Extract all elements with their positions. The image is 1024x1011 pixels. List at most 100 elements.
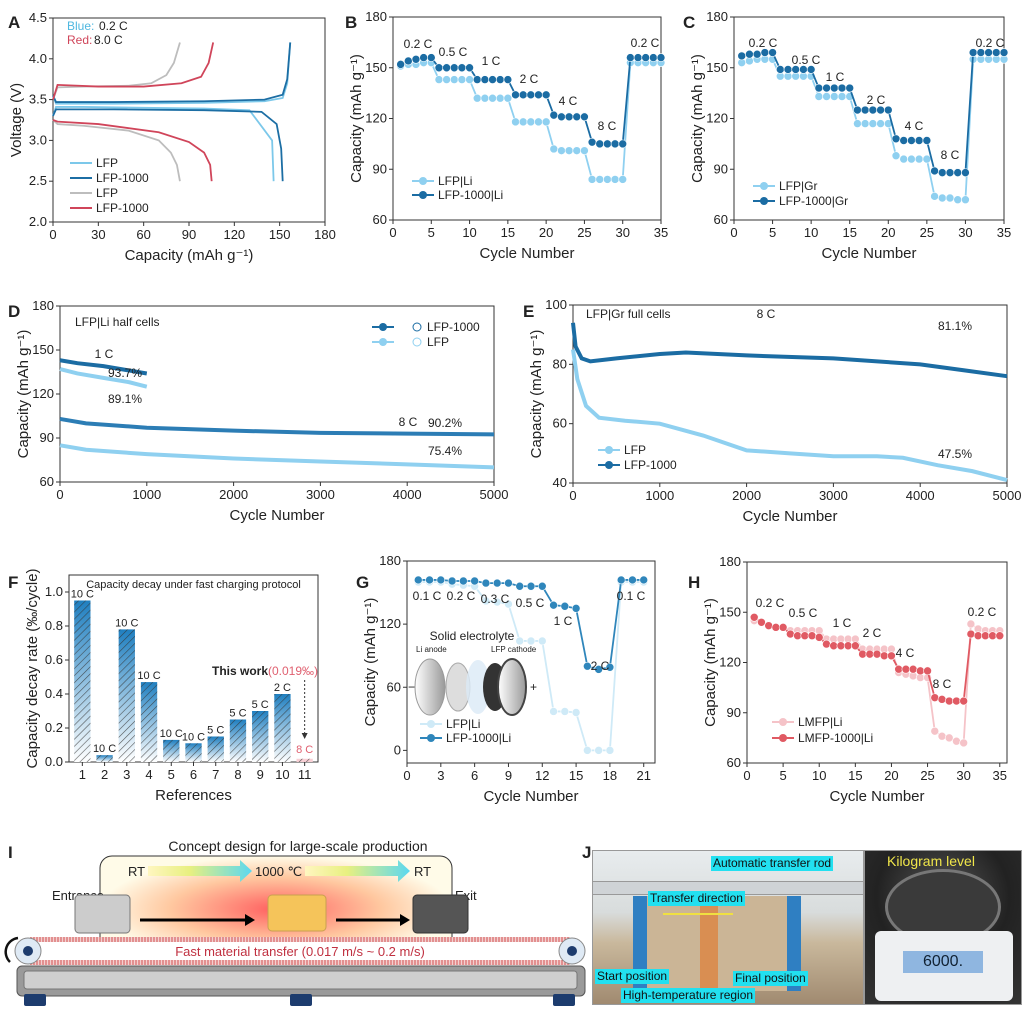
chart-A: A 0 30 60 90 120 150 180 2.0 2.5 3.0 3.5 4.0 4.5 Capac… [8,10,336,264]
annotation: LFP|Gr full cells [586,307,670,321]
cooling-arrow [305,860,410,882]
x-tick-label: 2000 [732,488,761,503]
inset-cathode-label: LFP cathode [491,645,537,654]
inset-plus: + [530,680,537,694]
data-point [822,639,831,649]
y-tick-label: 4.0 [29,51,47,66]
y-tick-label: 60 [40,474,54,489]
data-point [853,105,862,115]
data-point [937,193,947,203]
y-tick-label: 120 [719,655,741,670]
series-line [52,106,275,182]
bar-hatch [296,758,313,762]
annotation: 0.1 C [413,589,442,603]
move-arrow-head [245,914,255,926]
data-point [937,731,947,741]
x-axis-label: Cycle Number [483,788,578,805]
panel-label: B [345,13,357,32]
x-tick-label: 20 [539,225,553,240]
data-point [449,75,459,84]
data-point [656,53,666,62]
y-tick-label: 4.5 [29,10,47,25]
y-tick-label: 180 [379,553,401,568]
data-point [595,175,605,184]
x-tick-label: 0 [730,225,737,240]
data-point [822,92,831,101]
data-point [459,576,468,586]
chart-C: C 0 5 10 15 20 25 30 35 60 90 120 150 180 Cycle Number… [683,9,1011,262]
y-axis-label: Capacity (mAh g⁻¹) [15,330,32,459]
annotation: 0.1 C [617,589,646,603]
data-point [481,578,491,588]
x-tick-label: 4000 [906,488,935,503]
x-axis-label: Cycle Number [821,245,916,262]
data-point [495,75,505,84]
y-axis-label: Capacity (mAh g⁻¹) [348,54,365,183]
data-point [807,631,817,641]
data-point [966,619,976,629]
data-point [580,112,589,122]
data-point [814,92,824,101]
bar-label: 10 C [71,589,94,601]
data-point [988,631,997,641]
data-point [959,738,968,748]
data-point [465,75,474,84]
data-point [952,736,961,746]
x-tick-label: 15 [501,225,515,240]
scale-photo: 6000. Kilogram level [864,850,1022,1005]
x-tick-label: 35 [654,225,668,240]
data-point [937,168,947,177]
y-tick-label: 40 [553,475,567,490]
data-point [425,575,434,585]
final-position-label: Final position [733,971,808,986]
data-point [492,597,502,607]
x-tick-label: 0 [743,768,750,783]
data-point [764,621,773,630]
legend-marker-open [412,337,422,347]
x-tick-label: 3000 [819,488,848,503]
data-point [944,696,954,706]
data-point [518,117,528,127]
annotation: 1 C [482,54,501,68]
x-tick-label: 20 [881,225,895,240]
x-tick-label: 30 [958,225,972,240]
conveyor-foot [553,994,575,1006]
concept-diagram: I Concept design for large-scale product… [4,838,591,1006]
bar-hatch [163,739,180,762]
annotation: 1 C [95,347,114,361]
x-tick-label: 6 [190,767,197,782]
transfer-speed-label: Fast material transfer (0.017 m/s ~ 0.2 … [175,944,425,959]
y-tick-label: 180 [32,298,54,313]
legend-label: LFP [427,335,449,349]
legend-marker [605,461,613,469]
y-axis-label: Capacity (mAh g⁻¹) [689,54,706,183]
y-tick-label: 0.2 [45,720,63,735]
annotation: 0.5 C [439,45,468,59]
chart-B: B 0 5 10 15 20 25 30 35 60 90 120 150 180 Cycle Number… [345,9,668,262]
data-point [995,631,1005,641]
data-point [879,651,889,661]
annotation: 4 C [559,94,578,108]
x-axis-label: Capacity (mAh g⁻¹) [125,247,254,264]
bar-label: 10 C [137,670,160,682]
x-tick-label: 7 [212,767,219,782]
x-tick-label: 90 [182,227,196,242]
data-point [837,83,847,93]
data-point [503,93,513,103]
annotation: 8 C [598,119,617,133]
data-point [961,168,970,177]
data-point [583,661,592,671]
conveyor-foot [290,994,312,1006]
x-tick-label: 5000 [993,488,1022,503]
data-point [603,175,612,184]
high-temperature-region-label: High-temperature region [621,988,756,1003]
series-line [59,416,495,437]
legend-label: LFP-1000 [96,201,149,215]
data-point [786,629,795,639]
annotation: 4 C [896,646,915,660]
data-point [778,623,788,632]
data-point [981,631,990,641]
data-point [860,105,870,115]
legend-label: LFP|Gr [779,179,817,193]
